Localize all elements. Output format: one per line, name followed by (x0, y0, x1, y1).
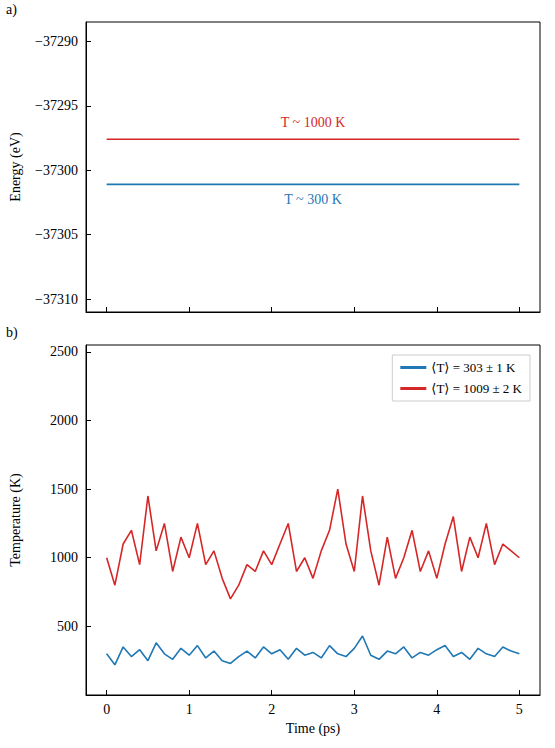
svg-text:b): b) (6, 325, 18, 341)
svg-text:3: 3 (351, 702, 358, 717)
svg-text:a): a) (6, 2, 17, 18)
svg-text:1000: 1000 (50, 550, 78, 565)
svg-text:−37305: −37305 (35, 227, 78, 242)
svg-text:−37290: −37290 (35, 34, 78, 49)
svg-text:1500: 1500 (50, 482, 78, 497)
svg-text:2500: 2500 (50, 344, 78, 359)
svg-text:−37295: −37295 (35, 98, 78, 113)
svg-text:4: 4 (433, 702, 440, 717)
svg-text:1: 1 (186, 702, 193, 717)
svg-text:5: 5 (516, 702, 523, 717)
svg-text:2: 2 (268, 702, 275, 717)
svg-text:T ~ 1000 K: T ~ 1000 K (281, 115, 345, 130)
svg-text:0: 0 (103, 702, 110, 717)
svg-text:⟨T⟩ = 1009 ± 2 K: ⟨T⟩ = 1009 ± 2 K (431, 381, 522, 396)
svg-text:⟨T⟩ = 303 ± 1 K: ⟨T⟩ = 303 ± 1 K (431, 360, 516, 375)
svg-text:−37310: −37310 (35, 292, 78, 307)
svg-text:2000: 2000 (50, 413, 78, 428)
svg-text:T ~ 300 K: T ~ 300 K (284, 192, 341, 207)
svg-text:Temperature (K): Temperature (K) (8, 473, 24, 567)
svg-text:Time (ps): Time (ps) (286, 721, 341, 737)
svg-text:Energy (eV): Energy (eV) (8, 132, 24, 202)
svg-text:−37300: −37300 (35, 163, 78, 178)
svg-text:500: 500 (57, 619, 78, 634)
